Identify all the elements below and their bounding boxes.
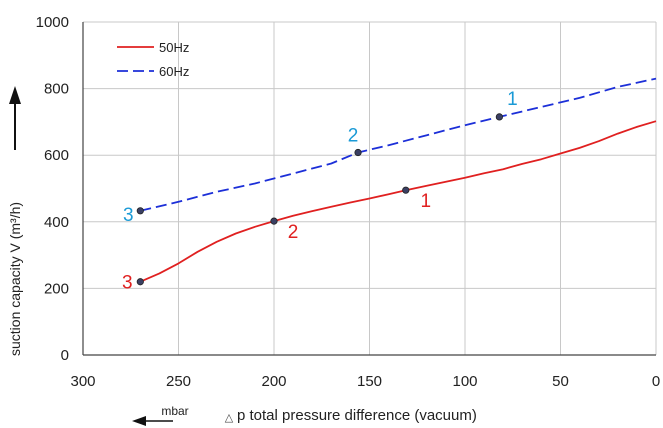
x-tick-label: 50: [552, 373, 569, 390]
legend: 50Hz 60Hz: [117, 40, 189, 79]
marked-points: 1 2 3 1 2 3: [122, 89, 518, 294]
y-tick-label: 200: [44, 280, 69, 297]
point-label-60hz-3: 3: [123, 205, 134, 226]
x-tick-label: 200: [261, 373, 286, 390]
data-point-60hz-2: [354, 148, 362, 157]
point-label-50hz-1: 1: [421, 191, 432, 212]
y-tick-label: 800: [44, 81, 69, 98]
axes: 0 200 400 600 800 1000 300 250 200 150 100 50 0: [36, 14, 661, 390]
data-point-50hz-3: [136, 278, 144, 286]
point-label-50hz-2: 2: [288, 222, 299, 243]
series-line-50hz: [139, 120, 657, 283]
data-point-60hz-3: [136, 207, 144, 215]
y-tick-label: 1000: [36, 14, 69, 31]
delta-symbol: △: [225, 412, 234, 424]
legend-label-60hz: 60Hz: [159, 64, 189, 79]
y-axis-title: suction capacity V (m³/h): [7, 86, 23, 356]
x-tick-label: 300: [70, 373, 95, 390]
y-axis-arrow-icon: [9, 86, 21, 150]
y-tick-label: 0: [61, 347, 69, 364]
y-axis-label: suction capacity V (m³/h): [7, 202, 23, 356]
grid: [82, 21, 657, 356]
x-tick-label: 150: [357, 373, 382, 390]
x-axis-title: mbar △ p total pressure difference (vacu…: [132, 404, 477, 426]
legend-label-50hz: 50Hz: [159, 40, 189, 55]
point-label-50hz-3: 3: [122, 273, 133, 294]
x-tick-label: 250: [166, 373, 191, 390]
x-axis-arrow-icon: [132, 416, 146, 426]
x-axis-label: p total pressure difference (vacuum): [237, 407, 477, 424]
x-axis-unit-label: mbar: [161, 404, 188, 418]
data-point-50hz-2: [270, 217, 278, 225]
y-tick-label: 400: [44, 214, 69, 231]
series-lines: [139, 77, 657, 283]
y-tick-label: 600: [44, 147, 69, 164]
point-label-60hz-2: 2: [348, 126, 359, 147]
data-point-50hz-1: [402, 186, 410, 194]
data-point-60hz-1: [495, 113, 503, 121]
x-tick-label: 100: [452, 373, 477, 390]
x-tick-label: 0: [652, 373, 660, 390]
series-line-60hz: [140, 77, 657, 212]
point-label-60hz-1: 1: [507, 89, 518, 110]
